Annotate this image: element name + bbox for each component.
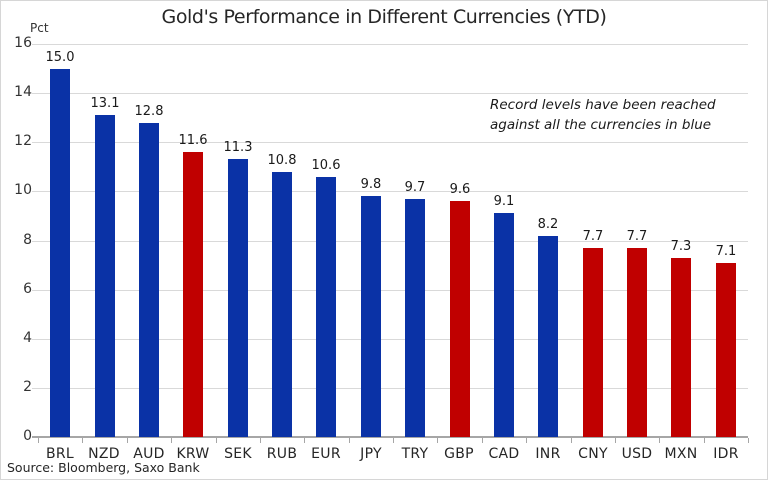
gridline-16 <box>32 44 748 45</box>
x-axis-label-RUB: RUB <box>266 446 298 462</box>
x-axis-label-EUR: EUR <box>311 446 341 462</box>
bar-AUD <box>139 123 159 437</box>
x-axis-tick <box>304 438 305 443</box>
x-axis-tick <box>526 438 527 443</box>
chart-title: Gold's Performance in Different Currenci… <box>161 6 607 28</box>
annotation-line-2: against all the currencies in blue <box>490 117 712 133</box>
x-axis-label-SEK: SEK <box>224 446 252 462</box>
x-axis-tick <box>659 438 660 443</box>
bar-value-label-INR: 8.2 <box>537 217 559 232</box>
bar-GBP <box>450 201 470 437</box>
x-axis-label-INR: INR <box>535 446 561 462</box>
y-axis-tick-label-12: 12 <box>14 133 32 149</box>
gridline-6 <box>32 290 748 291</box>
y-axis-tick-label-10: 10 <box>14 182 32 198</box>
x-axis-label-KRW: KRW <box>176 446 210 462</box>
bar-IDR <box>716 263 736 437</box>
x-axis-tick <box>216 438 217 443</box>
bar-EUR <box>316 177 336 437</box>
bar-value-label-CAD: 9.1 <box>493 194 515 209</box>
x-axis-tick <box>393 438 394 443</box>
y-axis-tick-label-0: 0 <box>23 428 32 444</box>
bar-KRW <box>183 152 203 437</box>
x-axis-tick <box>748 438 749 443</box>
x-axis-label-TRY: TRY <box>401 446 429 462</box>
x-axis-tick <box>615 438 616 443</box>
bar-RUB <box>272 172 292 437</box>
x-axis-tick <box>260 438 261 443</box>
gridline-14 <box>32 93 748 94</box>
bar-BRL <box>50 69 70 437</box>
bar-value-label-GBP: 9.6 <box>449 182 471 197</box>
y-axis-tick-label-4: 4 <box>23 330 32 346</box>
bar-SEK <box>228 159 248 437</box>
gridline-8 <box>32 241 748 242</box>
x-axis-tick <box>349 438 350 443</box>
bar-CNY <box>583 248 603 437</box>
x-axis-label-USD: USD <box>621 446 653 462</box>
y-axis-tick-label-2: 2 <box>23 379 32 395</box>
bar-value-label-RUB: 10.8 <box>267 153 297 168</box>
source-label: Source: Bloomberg, Saxo Bank <box>7 460 200 475</box>
annotation: Record levels have been reached against … <box>490 95 716 135</box>
bar-value-label-KRW: 11.6 <box>178 133 208 148</box>
bar-TRY <box>405 199 425 437</box>
x-axis-label-MXN: MXN <box>664 446 698 462</box>
bar-value-label-AUD: 12.8 <box>134 104 164 119</box>
x-axis-tick <box>171 438 172 443</box>
annotation-line-1: Record levels have been reached <box>490 97 716 113</box>
bar-value-label-JPY: 9.8 <box>360 177 382 192</box>
bar-MXN <box>671 258 691 437</box>
x-axis-tick <box>571 438 572 443</box>
bar-CAD <box>494 213 514 437</box>
x-axis-tick <box>127 438 128 443</box>
x-axis-label-CAD: CAD <box>488 446 520 462</box>
bar-NZD <box>95 115 115 437</box>
bar-INR <box>538 236 558 437</box>
bar-USD <box>627 248 647 437</box>
y-axis-tick-label-16: 16 <box>14 35 32 51</box>
bar-value-label-BRL: 15.0 <box>45 50 75 65</box>
bar-value-label-USD: 7.7 <box>626 229 648 244</box>
bar-value-label-TRY: 9.7 <box>404 180 426 195</box>
bar-value-label-IDR: 7.1 <box>715 244 737 259</box>
x-axis-tick <box>82 438 83 443</box>
y-axis-tick-label-8: 8 <box>23 232 32 248</box>
gridline-12 <box>32 142 748 143</box>
y-axis-tick-label-14: 14 <box>14 84 32 100</box>
x-axis-label-CNY: CNY <box>578 446 608 462</box>
x-axis-label-BRL: BRL <box>45 446 75 462</box>
gridline-10 <box>32 191 748 192</box>
x-axis-tick <box>482 438 483 443</box>
bar-value-label-SEK: 11.3 <box>223 140 253 155</box>
y-axis-tick-label-6: 6 <box>23 281 32 297</box>
bar-value-label-MXN: 7.3 <box>670 239 692 254</box>
bar-value-label-NZD: 13.1 <box>90 96 120 111</box>
x-axis-line <box>32 436 748 438</box>
bar-value-label-EUR: 10.6 <box>311 158 341 173</box>
bar-value-label-CNY: 7.7 <box>582 229 604 244</box>
bar-JPY <box>361 196 381 437</box>
gridline-2 <box>32 388 748 389</box>
x-axis-tick <box>38 438 39 443</box>
x-axis-label-JPY: JPY <box>360 446 382 462</box>
x-axis-tick <box>704 438 705 443</box>
x-axis-label-GBP: GBP <box>444 446 474 462</box>
x-axis-label-IDR: IDR <box>713 446 739 462</box>
y-axis-unit-label: Pct <box>30 21 49 35</box>
x-axis-tick <box>437 438 438 443</box>
x-axis-label-AUD: AUD <box>133 446 165 462</box>
gridline-4 <box>32 339 748 340</box>
x-axis-label-NZD: NZD <box>88 446 120 462</box>
